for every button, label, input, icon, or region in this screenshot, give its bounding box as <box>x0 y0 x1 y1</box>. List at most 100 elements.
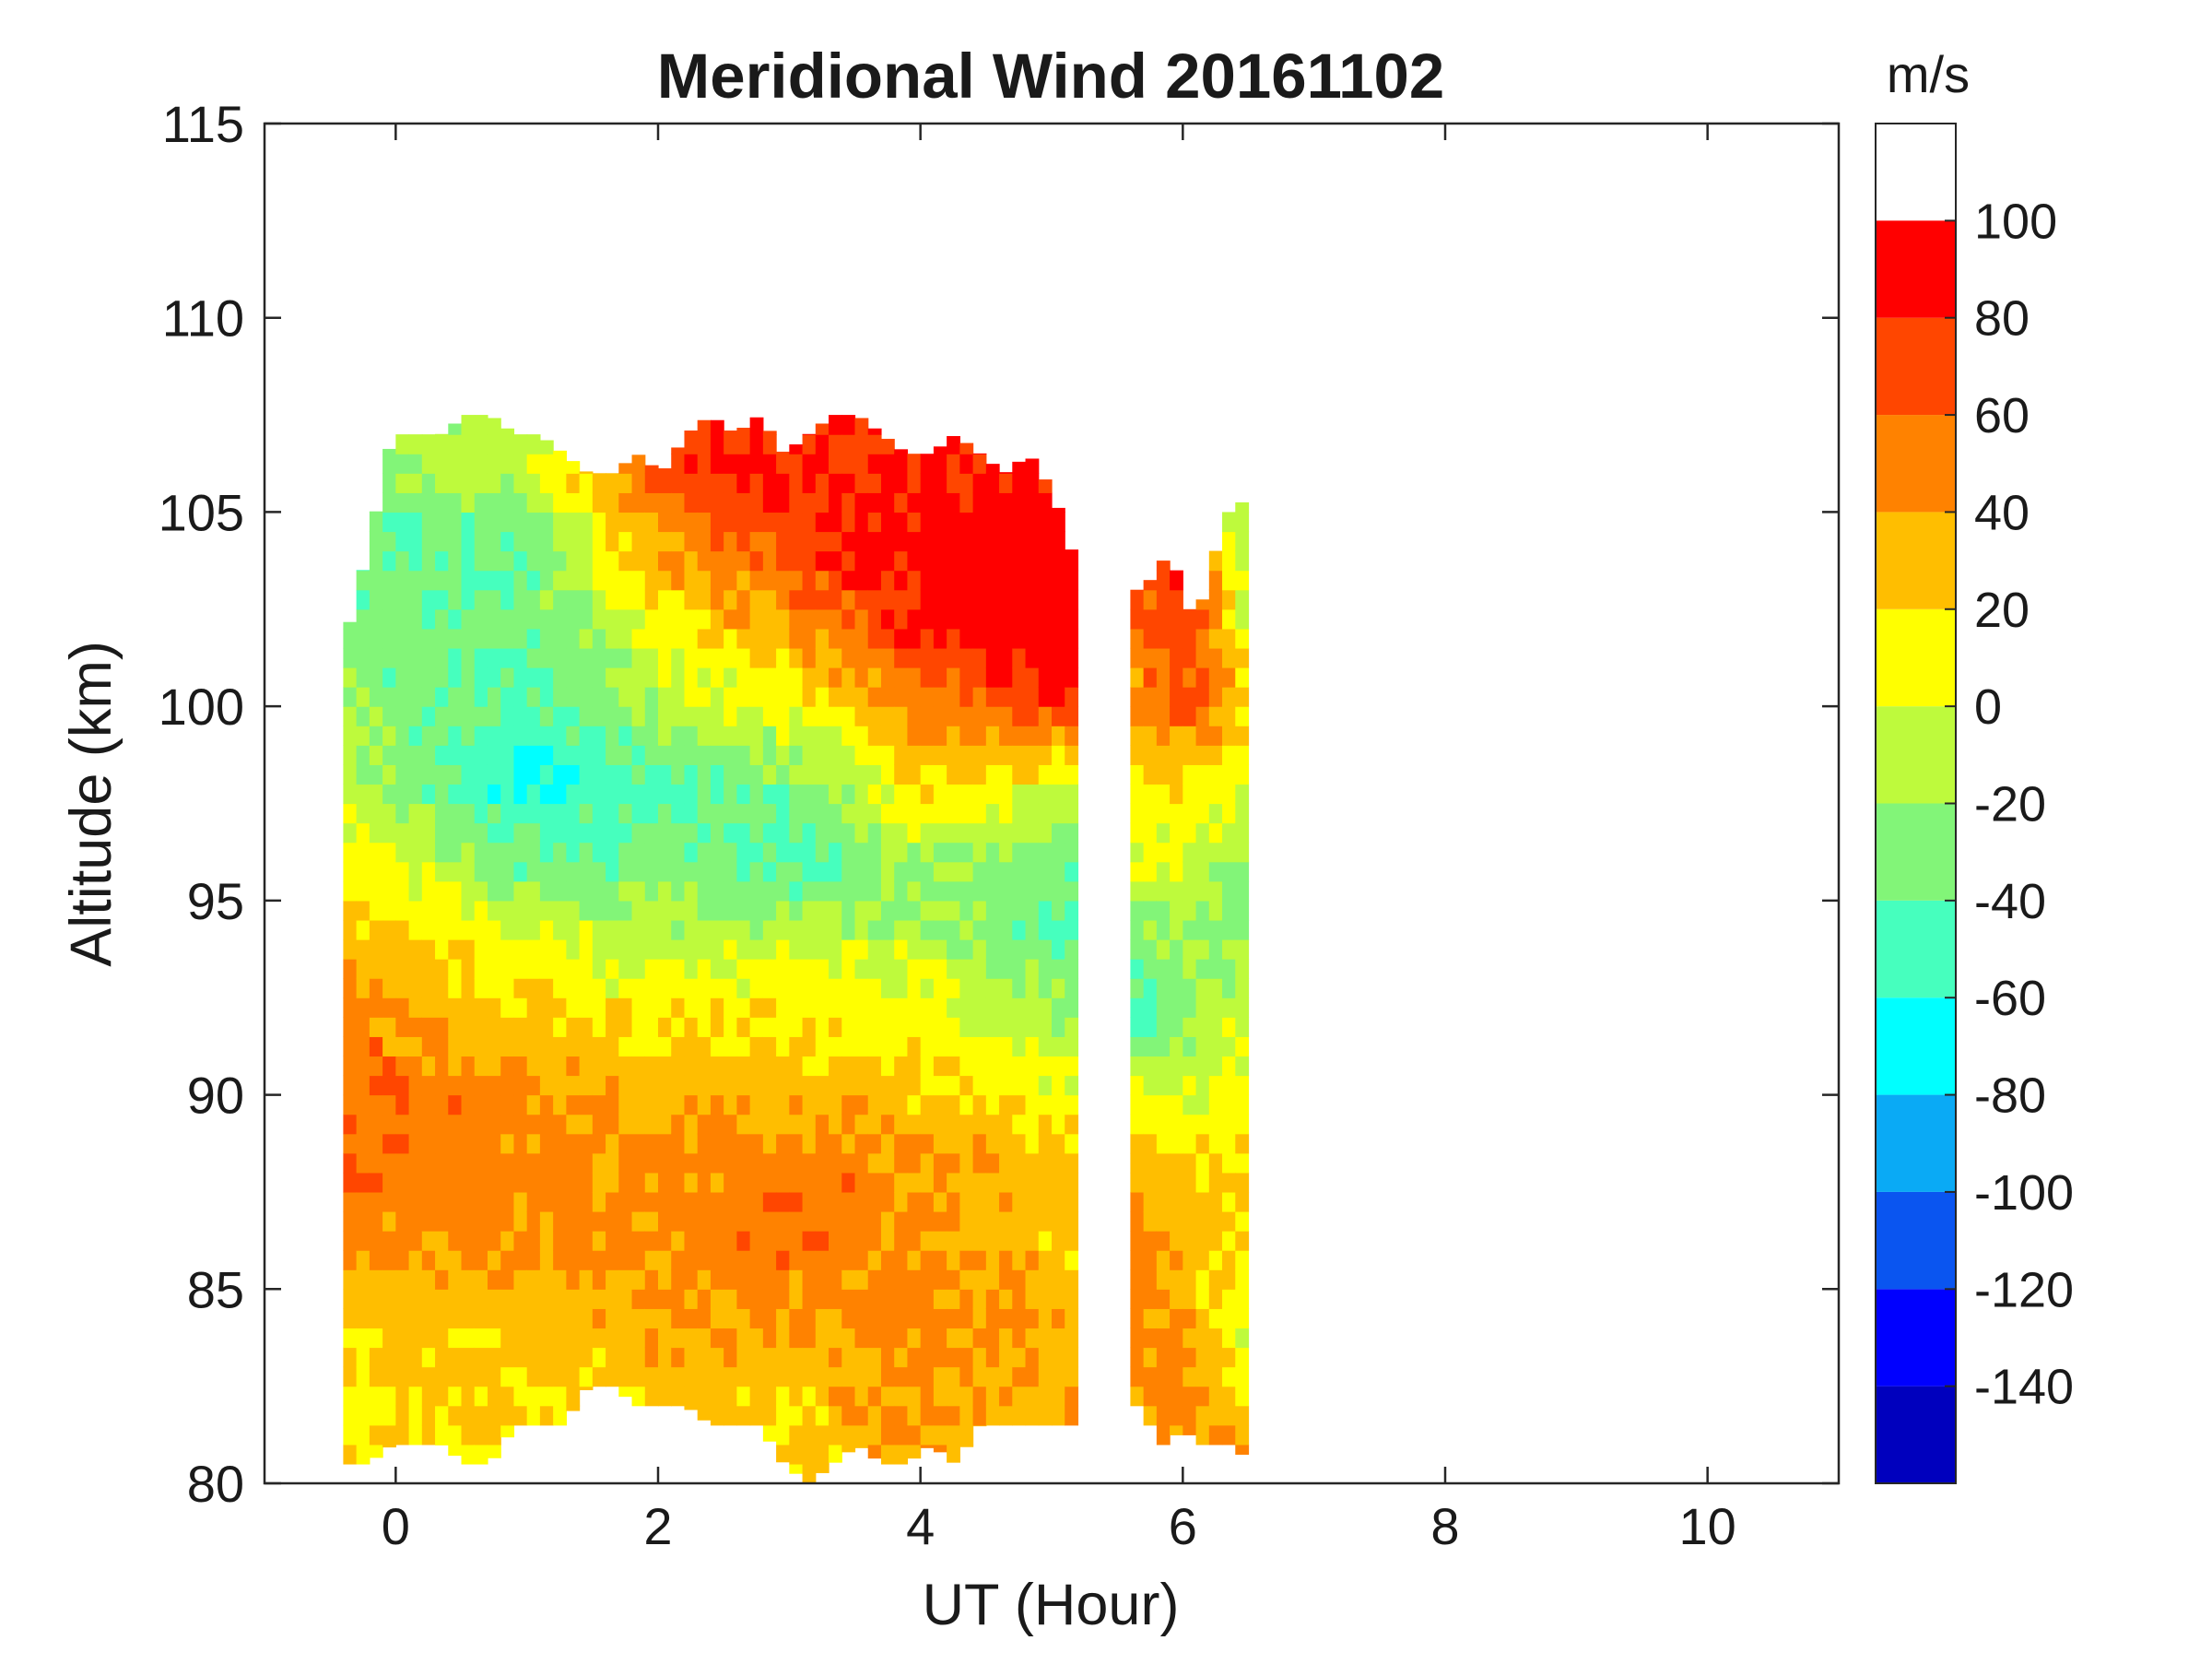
contour-cell <box>1012 1405 1027 1426</box>
contour-cell <box>972 803 987 824</box>
contour-cell <box>841 706 856 726</box>
contour-cell <box>815 647 830 668</box>
contour-cell <box>1208 1114 1223 1135</box>
contour-cell <box>697 1308 712 1329</box>
contour-cell <box>1025 1036 1040 1057</box>
contour-cell <box>749 959 764 979</box>
contour-cell <box>1130 959 1145 979</box>
contour-cell <box>749 1328 764 1349</box>
contour-cell <box>802 1463 817 1483</box>
contour-cell <box>1065 726 1079 746</box>
contour-cell <box>985 978 1000 998</box>
contour-cell <box>539 628 554 649</box>
contour-cell <box>710 1289 724 1309</box>
contour-cell <box>802 1444 817 1465</box>
contour-cell <box>461 570 476 591</box>
contour-cell <box>815 959 830 979</box>
contour-cell <box>972 900 987 921</box>
contour-cell <box>999 1133 1013 1154</box>
contour-cell <box>343 1191 358 1212</box>
contour-cell <box>933 628 947 649</box>
contour-cell <box>1025 458 1040 474</box>
contour-cell <box>487 1405 501 1426</box>
contour-cell <box>972 919 987 940</box>
contour-cell <box>880 1017 895 1037</box>
contour-cell <box>435 822 449 844</box>
contour-cell <box>618 900 633 921</box>
contour-cell <box>526 492 541 513</box>
contour-cell <box>356 1269 371 1290</box>
contour-cell <box>762 531 777 552</box>
contour-cell <box>802 1191 817 1212</box>
contour-cell <box>658 1386 672 1407</box>
contour-cell <box>1012 1347 1027 1368</box>
contour-cell <box>762 1366 777 1387</box>
contour-cell <box>894 687 909 707</box>
contour-cell <box>369 647 383 668</box>
contour-cell <box>421 919 436 940</box>
colorbar-band <box>1876 1289 1956 1387</box>
contour-cell <box>933 446 947 454</box>
contour-cell <box>1038 1172 1053 1193</box>
contour-cell <box>343 621 358 630</box>
contour-cell <box>841 1250 856 1270</box>
contour-cell <box>907 822 922 844</box>
contour-cell <box>1235 1056 1250 1077</box>
contour-cell <box>815 1463 830 1473</box>
contour-cell <box>894 764 909 785</box>
contour-cell <box>920 1056 935 1077</box>
contour-cell <box>776 1191 790 1212</box>
contour-cell <box>461 1289 476 1309</box>
contour-cell <box>1065 1405 1079 1426</box>
contour-cell <box>999 919 1013 940</box>
contour-cell <box>724 434 737 454</box>
contour-cell <box>487 1269 501 1290</box>
contour-cell <box>513 745 528 765</box>
contour-cell <box>985 667 1000 688</box>
contour-cell <box>854 1094 869 1115</box>
contour-cell <box>1038 1133 1053 1154</box>
contour-cell <box>1170 1114 1183 1135</box>
contour-cell <box>644 531 659 552</box>
contour-cell <box>880 531 895 552</box>
contour-cell <box>999 1231 1013 1251</box>
contour-cell <box>566 492 581 513</box>
contour-cell <box>421 861 436 882</box>
contour-cell <box>513 492 528 513</box>
contour-cell <box>1052 764 1065 785</box>
contour-cell <box>815 667 830 688</box>
contour-cell <box>724 861 737 882</box>
contour-cell <box>907 978 922 998</box>
contour-cell <box>487 959 501 979</box>
contour-cell <box>526 1133 541 1154</box>
contour-cell <box>592 822 606 844</box>
contour-cell <box>395 1250 410 1270</box>
contour-cell <box>382 1289 396 1309</box>
contour-cell <box>487 1444 501 1458</box>
contour-cell <box>395 1269 410 1290</box>
contour-cell <box>671 1017 686 1037</box>
contour-cell <box>644 1114 659 1135</box>
contour-cell <box>1208 1075 1223 1096</box>
contour-cell <box>539 608 554 630</box>
contour-cell <box>448 1328 463 1349</box>
contour-cell <box>854 1075 869 1096</box>
contour-cell <box>1170 1231 1183 1251</box>
contour-cell <box>697 861 712 882</box>
contour-cell <box>435 880 449 902</box>
contour-cell <box>579 1133 594 1154</box>
contour-cell <box>644 1075 659 1096</box>
contour-cell <box>592 861 606 882</box>
contour-cell <box>1182 1386 1197 1407</box>
contour-cell <box>382 1133 396 1154</box>
contour-cell <box>1235 997 1250 1018</box>
contour-cell <box>789 512 804 533</box>
contour-cell <box>789 861 804 882</box>
contour-cell <box>724 1386 737 1407</box>
contour-cell <box>448 745 463 765</box>
contour-cell <box>802 1250 817 1270</box>
contour-cell <box>894 1211 909 1232</box>
contour-cell <box>1052 1231 1065 1251</box>
contour-cell <box>448 687 463 707</box>
contour-cell <box>684 1075 699 1096</box>
